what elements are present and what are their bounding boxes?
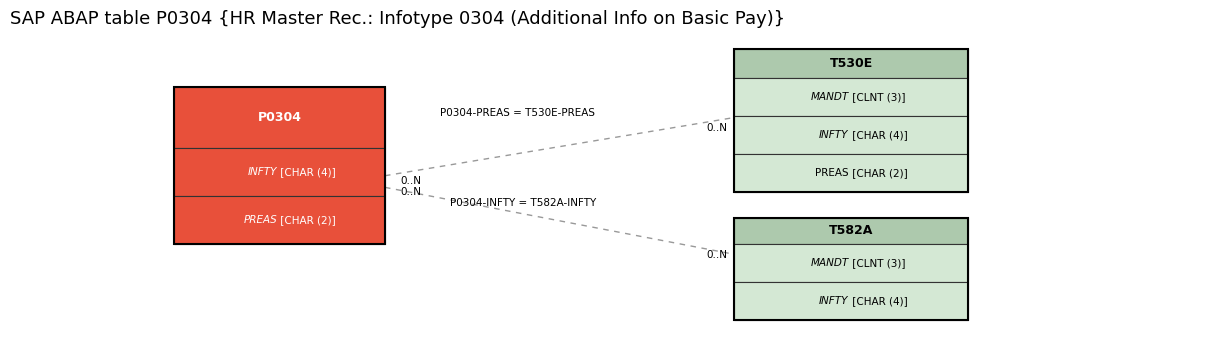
Text: T582A: T582A — [829, 224, 874, 238]
Text: [CHAR (4)]: [CHAR (4)] — [848, 130, 908, 140]
FancyBboxPatch shape — [734, 218, 968, 244]
Text: [CHAR (2)]: [CHAR (2)] — [848, 168, 908, 178]
Text: 0..N: 0..N — [401, 187, 422, 197]
Text: INFTY: INFTY — [248, 167, 277, 177]
FancyBboxPatch shape — [734, 282, 968, 320]
Text: [CLNT (3)]: [CLNT (3)] — [848, 258, 905, 268]
FancyBboxPatch shape — [175, 87, 385, 148]
FancyBboxPatch shape — [734, 78, 968, 116]
Text: P0304-PREAS = T530E-PREAS: P0304-PREAS = T530E-PREAS — [440, 107, 595, 118]
Text: MANDT: MANDT — [810, 92, 848, 102]
Text: 0..N: 0..N — [707, 250, 728, 260]
FancyBboxPatch shape — [734, 154, 968, 192]
Text: MANDT: MANDT — [810, 258, 848, 268]
Text: INFTY: INFTY — [819, 296, 848, 306]
Text: 0..N: 0..N — [401, 176, 422, 186]
FancyBboxPatch shape — [734, 49, 968, 78]
Text: PREAS: PREAS — [243, 215, 277, 225]
Text: [CHAR (4)]: [CHAR (4)] — [848, 296, 908, 306]
Text: 0..N: 0..N — [707, 123, 728, 132]
Text: P0304: P0304 — [258, 111, 301, 124]
Text: [CLNT (3)]: [CLNT (3)] — [848, 92, 905, 102]
Text: PREAS: PREAS — [815, 168, 848, 178]
Text: T530E: T530E — [830, 57, 872, 70]
Text: [CHAR (2)]: [CHAR (2)] — [277, 215, 337, 225]
Text: P0304-INFTY = T582A-INFTY: P0304-INFTY = T582A-INFTY — [451, 198, 597, 208]
FancyBboxPatch shape — [734, 244, 968, 282]
FancyBboxPatch shape — [175, 148, 385, 196]
Text: INFTY: INFTY — [819, 130, 848, 140]
FancyBboxPatch shape — [175, 196, 385, 244]
FancyBboxPatch shape — [734, 116, 968, 154]
Text: [CHAR (4)]: [CHAR (4)] — [277, 167, 337, 177]
Text: SAP ABAP table P0304 {HR Master Rec.: Infotype 0304 (Additional Info on Basic Pa: SAP ABAP table P0304 {HR Master Rec.: In… — [10, 10, 785, 28]
